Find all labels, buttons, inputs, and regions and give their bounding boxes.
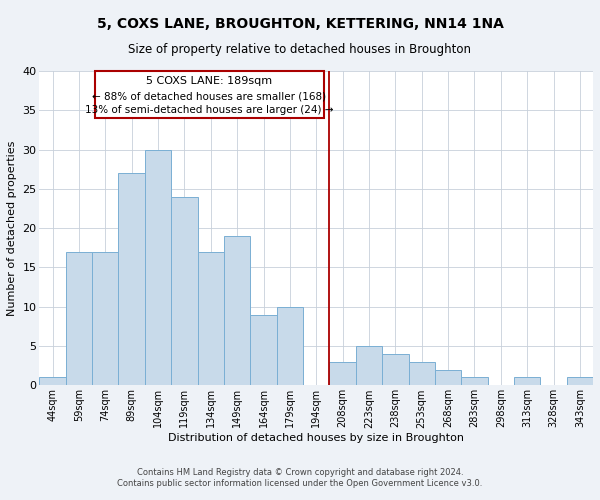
- Bar: [145, 150, 171, 386]
- Bar: [197, 252, 224, 386]
- Text: 5, COXS LANE, BROUGHTON, KETTERING, NN14 1NA: 5, COXS LANE, BROUGHTON, KETTERING, NN14…: [97, 18, 503, 32]
- Bar: [461, 378, 488, 386]
- Bar: [66, 252, 92, 386]
- Bar: [40, 378, 66, 386]
- Bar: [435, 370, 461, 386]
- Bar: [277, 306, 303, 386]
- Bar: [382, 354, 409, 386]
- Bar: [118, 173, 145, 386]
- Bar: [409, 362, 435, 386]
- X-axis label: Distribution of detached houses by size in Broughton: Distribution of detached houses by size …: [168, 433, 464, 443]
- Text: Contains HM Land Registry data © Crown copyright and database right 2024.
Contai: Contains HM Land Registry data © Crown c…: [118, 468, 482, 487]
- Y-axis label: Number of detached properties: Number of detached properties: [7, 140, 17, 316]
- Text: ← 88% of detached houses are smaller (168): ← 88% of detached houses are smaller (16…: [92, 91, 326, 101]
- Text: 5 COXS LANE: 189sqm: 5 COXS LANE: 189sqm: [146, 76, 272, 86]
- Bar: [250, 314, 277, 386]
- FancyBboxPatch shape: [95, 71, 324, 118]
- Bar: [92, 252, 118, 386]
- Text: Size of property relative to detached houses in Broughton: Size of property relative to detached ho…: [128, 42, 472, 56]
- Bar: [514, 378, 541, 386]
- Bar: [171, 196, 197, 386]
- Bar: [356, 346, 382, 386]
- Bar: [329, 362, 356, 386]
- Text: 13% of semi-detached houses are larger (24) →: 13% of semi-detached houses are larger (…: [85, 105, 334, 115]
- Bar: [224, 236, 250, 386]
- Bar: [566, 378, 593, 386]
